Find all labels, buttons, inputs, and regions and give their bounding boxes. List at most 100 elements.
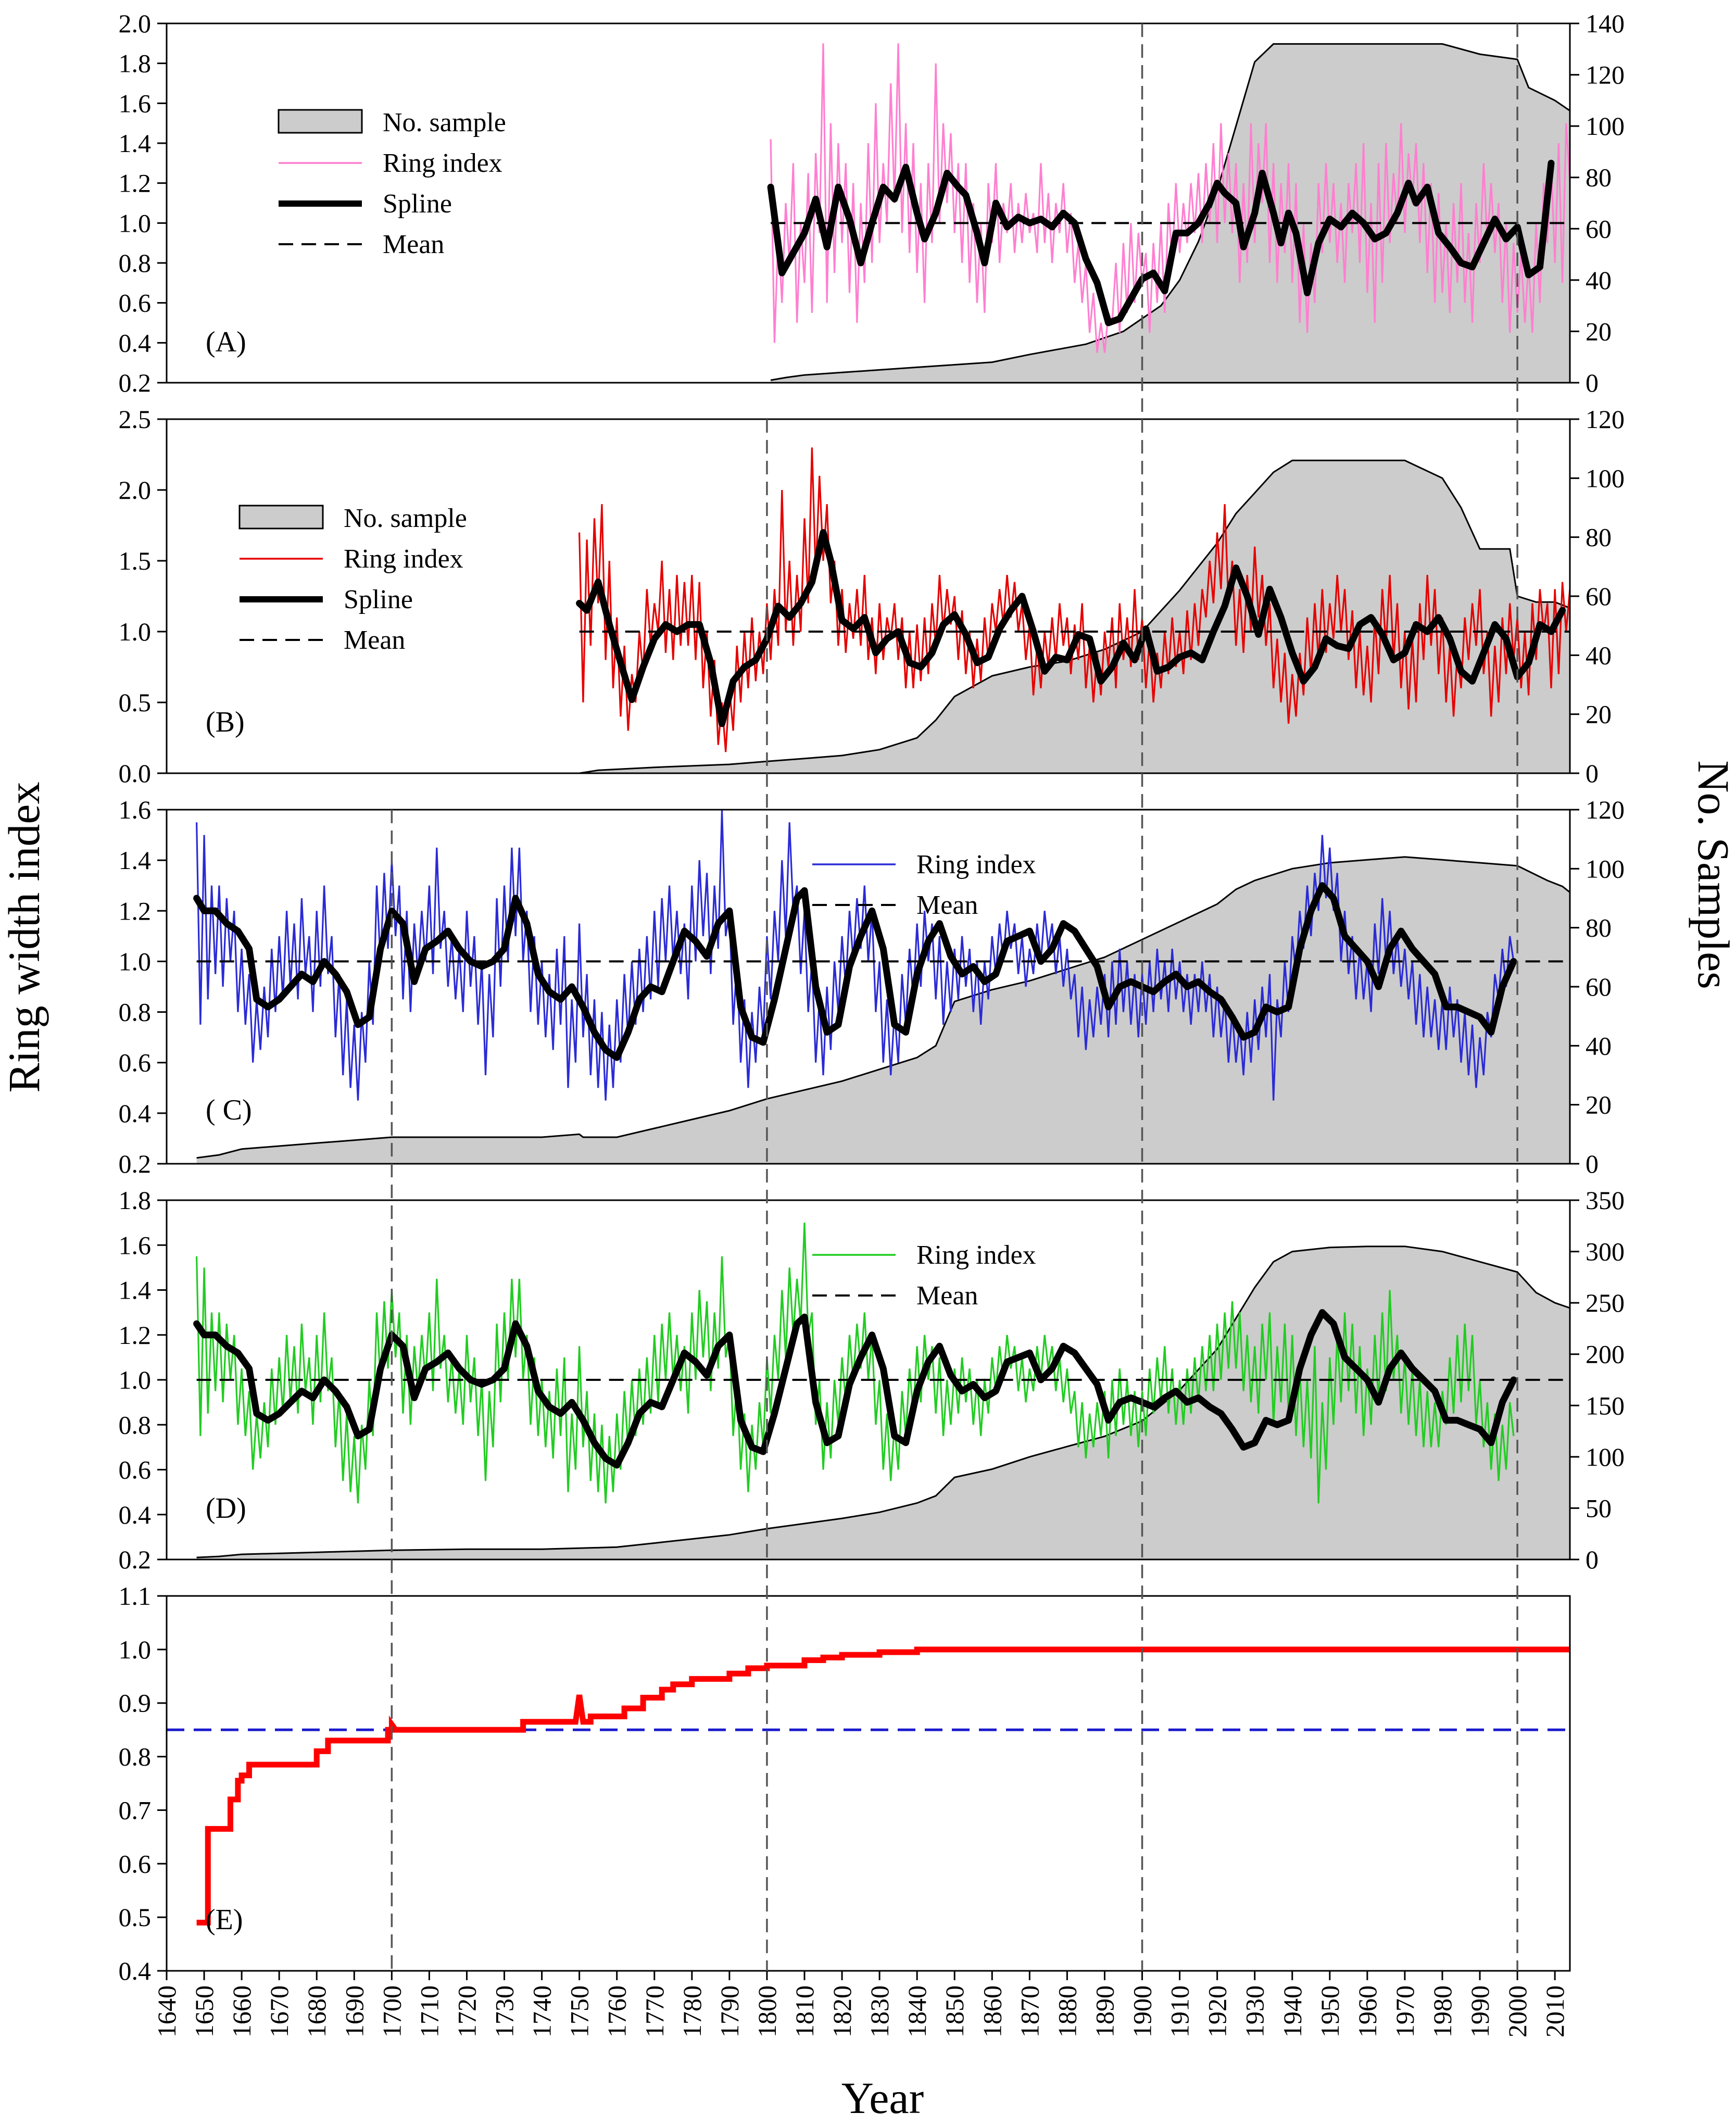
panel-d-left-ticks: 0.2 0.4 0.6 0.8 1.0 1.2 1.4 1.6 1.8 <box>119 1186 167 1574</box>
x-tick-label: 1750 <box>565 1985 594 2037</box>
panel-e-tag: (E) <box>206 1904 243 1936</box>
vertical-reference-lines <box>391 23 1518 1971</box>
x-tick-label: 1660 <box>227 1985 256 2037</box>
panel-a-legend-sample-swatch <box>278 109 363 134</box>
panel-b-left-ticks: 0.0 0.5 1.0 1.5 2.0 2.5 <box>119 405 167 788</box>
x-tick-label: 1810 <box>790 1985 819 2037</box>
panel-e: 0.4 0.5 0.6 0.7 0.8 0.9 1.0 1.1 (E) <box>119 1581 1571 1985</box>
panel-c-left-ticks: 0.2 0.4 0.6 0.8 1.0 1.2 1.4 1.6 <box>119 795 167 1178</box>
panel-c-left-tick-label: 1.6 <box>119 795 152 824</box>
panel-b-left-tick-label: 2.5 <box>119 405 152 434</box>
panel-d-right-tick-label: 200 <box>1586 1340 1625 1369</box>
panel-a-sample-edge <box>770 43 1570 381</box>
x-tick-label: 1740 <box>527 1985 557 2037</box>
x-tick-label: 1650 <box>190 1985 219 2037</box>
panel-a-left-tick-label: 2.0 <box>119 9 152 38</box>
x-tick-label: 1780 <box>677 1985 707 2037</box>
panel-d-legend: Ring index Mean <box>812 1240 1036 1311</box>
x-tick-label: 1830 <box>865 1985 894 2037</box>
panel-e-left-tick-label: 0.9 <box>119 1689 152 1718</box>
panel-a-legend-label: Mean <box>383 230 444 259</box>
panel-a-left-tick-label: 0.8 <box>119 248 152 278</box>
panel-b-left-tick-label: 1.0 <box>119 617 152 646</box>
panel-c-sample-area <box>196 856 1570 1164</box>
panel-b-sample-fill <box>579 460 1570 773</box>
panel-c-left-tick-label: 1.4 <box>119 846 152 875</box>
x-tick-label: 1710 <box>414 1985 444 2037</box>
panel-d-right-tick-label: 300 <box>1586 1237 1625 1266</box>
panel-d-legend-label: Mean <box>916 1281 978 1311</box>
panel-b-right-tick-label: 120 <box>1586 405 1625 434</box>
x-tick-label: 1870 <box>1015 1985 1044 2037</box>
panel-a-sample-fill <box>771 44 1570 383</box>
panel-d-sample-fill <box>196 1246 1570 1559</box>
panel-c-left-tick-label: 0.4 <box>119 1099 152 1128</box>
panel-d-spline-line <box>193 1309 1517 1469</box>
x-tick-label: 1770 <box>640 1985 669 2037</box>
x-tick-label: 1680 <box>302 1985 331 2037</box>
panel-e-eps-curve <box>196 1646 1570 1926</box>
panel-d-right-tick-label: 150 <box>1586 1391 1625 1420</box>
panel-b-right-tick-label: 0 <box>1586 759 1599 788</box>
x-tick-label: 2010 <box>1540 1985 1569 2037</box>
x-tick-label: 1760 <box>602 1985 632 2037</box>
x-tick-label: 1670 <box>265 1985 294 2037</box>
panel-b-legend-sample-swatch <box>238 505 324 530</box>
panel-a-right-tick-label: 60 <box>1586 214 1612 243</box>
x-tick-label: 1880 <box>1052 1985 1081 2037</box>
x-tick-label: 1850 <box>940 1985 969 2037</box>
panel-a-right-ticks: 0 20 40 60 80 100 120 140 <box>1570 9 1625 397</box>
panel-c-right-tick-label: 60 <box>1586 972 1612 1001</box>
x-tick-label: 1820 <box>827 1985 857 2037</box>
panel-b-left-tick-label: 0.5 <box>119 688 152 717</box>
panel-c-sample-edge <box>196 856 1570 1159</box>
panel-a-left-tick-label: 0.6 <box>119 288 152 318</box>
x-tick-label: 1910 <box>1165 1985 1194 2037</box>
x-tick-label: 1920 <box>1203 1985 1232 2037</box>
x-tick-label: 1950 <box>1315 1985 1344 2037</box>
panel-c-ring-index-line <box>196 809 1515 1101</box>
x-tick-label: 1960 <box>1353 1985 1382 2037</box>
panel-a-right-tick-label: 100 <box>1586 111 1625 141</box>
panel-d-left-tick-label: 0.6 <box>119 1455 152 1485</box>
panel-d-left-tick-label: 0.2 <box>119 1545 152 1574</box>
x-tick-label: 1790 <box>715 1985 744 2037</box>
x-tick-label: 1840 <box>902 1985 932 2037</box>
x-tick-label: 1700 <box>377 1985 406 2037</box>
panel-c-spline-line <box>193 882 1517 1061</box>
panel-a-left-tick-label: 0.2 <box>119 368 152 397</box>
panel-d: 0.2 0.4 0.6 0.8 1.0 1.2 1.4 1.6 1.8 0 50 100 150 200… <box>119 1186 1625 1574</box>
panel-a-legend-label: Ring index <box>383 148 502 178</box>
panel-a-left-tick-label: 1.8 <box>119 49 152 78</box>
panel-d-left-tick-label: 1.8 <box>119 1186 152 1215</box>
panel-a-axes-box <box>166 22 1571 384</box>
panel-d-spline <box>193 1309 1517 1469</box>
panel-c-left-tick-label: 1.0 <box>119 947 152 976</box>
panel-a-left-tick-label: 1.6 <box>119 89 152 118</box>
x-tick-label: 1970 <box>1390 1985 1419 2037</box>
panel-e-left-tick-label: 0.8 <box>119 1742 152 1771</box>
panel-c-right-ticks: 0 20 40 60 80 100 120 <box>1570 795 1625 1178</box>
x-tick-label: 1690 <box>339 1985 369 2037</box>
left-axis-label: Ring width index <box>0 782 49 1092</box>
panel-b-right-tick-label: 80 <box>1586 523 1612 552</box>
panel-b-right-tick-label: 20 <box>1586 700 1612 729</box>
panel-e-left-ticks: 0.4 0.5 0.6 0.7 0.8 0.9 1.0 1.1 <box>119 1581 167 1985</box>
panel-d-right-tick-label: 350 <box>1586 1186 1625 1215</box>
panel-d-right-ticks: 0 50 100 150 200 250 300 350 <box>1570 1186 1625 1574</box>
panel-a-left-tick-label: 1.2 <box>119 169 152 198</box>
panel-a-right-tick-label: 120 <box>1586 60 1625 90</box>
panel-b-legend-label: No. sample <box>344 504 467 533</box>
panel-e-left-tick-label: 0.6 <box>119 1849 152 1878</box>
panel-d-right-tick-label: 250 <box>1586 1288 1625 1317</box>
x-tick-label: 1730 <box>490 1985 519 2037</box>
panel-b-tag: (B) <box>206 706 245 738</box>
panel-c: 0.2 0.4 0.6 0.8 1.0 1.2 1.4 1.6 0 20 40 60 80 100 120… <box>119 795 1625 1178</box>
panel-c-left-tick-label: 0.8 <box>119 998 152 1027</box>
panel-b-right-tick-label: 100 <box>1586 463 1625 493</box>
right-axis-label: No. Samples <box>1689 760 1736 989</box>
panel-c-legend-label: Ring index <box>916 850 1036 879</box>
x-axis-label: Year <box>841 2073 924 2123</box>
panel-c-left-tick-label: 0.2 <box>119 1149 152 1178</box>
